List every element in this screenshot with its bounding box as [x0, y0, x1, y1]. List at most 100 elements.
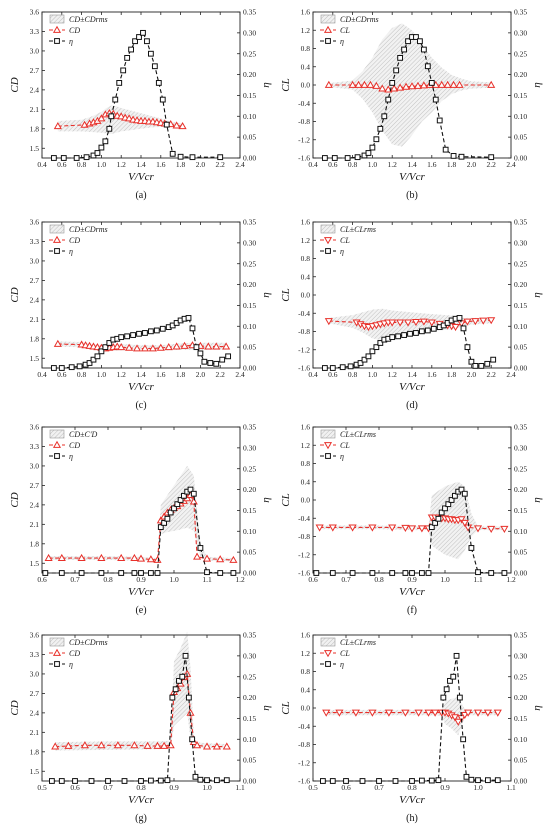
coef-point: [328, 524, 337, 532]
y2-axis-title: η: [531, 292, 543, 297]
y-tick-label: -0.8: [298, 532, 310, 541]
eta-point: [161, 520, 167, 526]
y-tick-label: 1.6: [301, 218, 311, 227]
eta-point: [223, 777, 230, 784]
y2-tick-label: 0.10: [514, 735, 527, 744]
coef-point: [372, 81, 381, 89]
y2-tick-label: 0.10: [243, 735, 256, 744]
legend-item: CD: [49, 235, 80, 245]
y-axis-title: CD: [9, 492, 21, 507]
legend-label: η: [69, 247, 73, 256]
x-axis-title: V/Vcr: [399, 794, 425, 806]
rms-band: [328, 308, 492, 341]
legend-marker: [325, 453, 331, 459]
x-tick-label: 1.2: [117, 160, 127, 169]
eta-point: [494, 777, 501, 784]
eta-point: [83, 154, 90, 161]
legend-item: η: [49, 660, 73, 669]
legend-item: CD±C'D: [49, 429, 98, 439]
y-tick-label: 2.4: [30, 500, 40, 509]
y-tick-label: 0.0: [301, 291, 311, 300]
x-tick-label: 0.8: [348, 370, 358, 379]
coef-point: [335, 709, 344, 717]
legend-label: η: [340, 452, 344, 461]
eta-point: [460, 325, 467, 332]
eta-point: [424, 63, 431, 70]
coef-point: [172, 121, 181, 129]
eta-series-line: [53, 31, 221, 159]
eta-point: [207, 360, 214, 366]
y-tick-label: 3.6: [30, 8, 40, 17]
x-tick-label: 0.6: [341, 783, 351, 792]
legend-marker: [54, 661, 60, 667]
x-tick-label: 1.4: [407, 160, 417, 169]
y-tick-label: 2.1: [30, 105, 40, 114]
x-tick-label: 2.0: [467, 160, 477, 169]
y-tick-label: 3.3: [30, 650, 40, 659]
x-tick-label: 0.4: [37, 160, 47, 169]
eta-point: [193, 344, 200, 351]
eta-point: [373, 136, 380, 143]
x-tick-label: 2.2: [487, 160, 497, 169]
x-tick-label: 1.0: [97, 160, 107, 169]
eta-point: [488, 570, 495, 576]
y2-tick-label: 0.00: [514, 154, 527, 163]
y2-tick-label: 0.05: [243, 133, 256, 142]
eta-point: [321, 365, 328, 371]
y-tick-label: 3.0: [30, 47, 40, 56]
coef-point: [212, 742, 221, 750]
eta-series-line: [51, 655, 227, 782]
coef-point: [479, 317, 488, 325]
eta-point: [106, 340, 113, 346]
coef-point: [457, 516, 466, 524]
coef-point: [130, 553, 139, 561]
y2-tick-label: 0.05: [243, 756, 256, 765]
x-tick-label: 1.4: [407, 370, 417, 379]
coef-point: [411, 319, 421, 327]
eta-point: [230, 570, 237, 576]
coef-point: [417, 525, 426, 533]
coef-point: [222, 342, 231, 350]
coef-point: [146, 555, 155, 563]
coef-point: [140, 344, 150, 352]
coef-point: [193, 552, 202, 560]
y2-tick-label: 0.25: [243, 464, 256, 473]
x-tick-label: 1.4: [136, 160, 146, 169]
y2-tick-label: 0.35: [243, 423, 256, 432]
y2-tick-label: 0.30: [243, 443, 256, 452]
chart-panel-e: 0.6 0.7 0.8 0.9 1.0 1.1 1.2 1.5 1.8 2.1 2.4 2.7 3.0 3…: [9, 423, 272, 616]
eta-point: [185, 694, 192, 701]
y-tick-label: 0.0: [301, 496, 311, 505]
eta-point: [106, 125, 113, 132]
x-tick-label: 0.8: [103, 575, 113, 584]
eta-point: [359, 778, 366, 784]
y2-tick-label: 0.30: [514, 238, 527, 247]
eta-point: [425, 570, 432, 576]
y2-tick-label: 0.15: [243, 91, 256, 100]
x-tick-label: 1.0: [169, 575, 179, 584]
x-tick-label: 0.8: [136, 783, 146, 792]
eta-point: [105, 778, 111, 784]
coef-point: [348, 80, 357, 88]
legend-label: η: [69, 37, 73, 46]
eta-point: [181, 492, 187, 499]
y2-tick-label: 0.10: [514, 322, 527, 331]
legend-label: CL±CLrms: [340, 225, 376, 234]
y2-axis-title: η: [260, 497, 272, 502]
y-tick-label: 1.8: [30, 539, 40, 548]
coef-point: [132, 344, 142, 352]
coef-point: [164, 343, 173, 351]
legend-marker: [323, 237, 333, 245]
legend-band-swatch: [49, 14, 65, 24]
eta-point: [164, 777, 171, 784]
legend-item: CD: [49, 440, 80, 450]
eta-point: [192, 773, 199, 780]
legend-label: η: [340, 37, 344, 46]
legend-label: CD: [69, 649, 80, 658]
eta-point: [442, 505, 448, 512]
eta-point: [458, 153, 465, 160]
y2-tick-label: 0.15: [514, 714, 527, 723]
y2-tick-label: 0.15: [514, 301, 527, 310]
legend-label: CL: [340, 441, 350, 450]
eta-point: [432, 520, 439, 526]
